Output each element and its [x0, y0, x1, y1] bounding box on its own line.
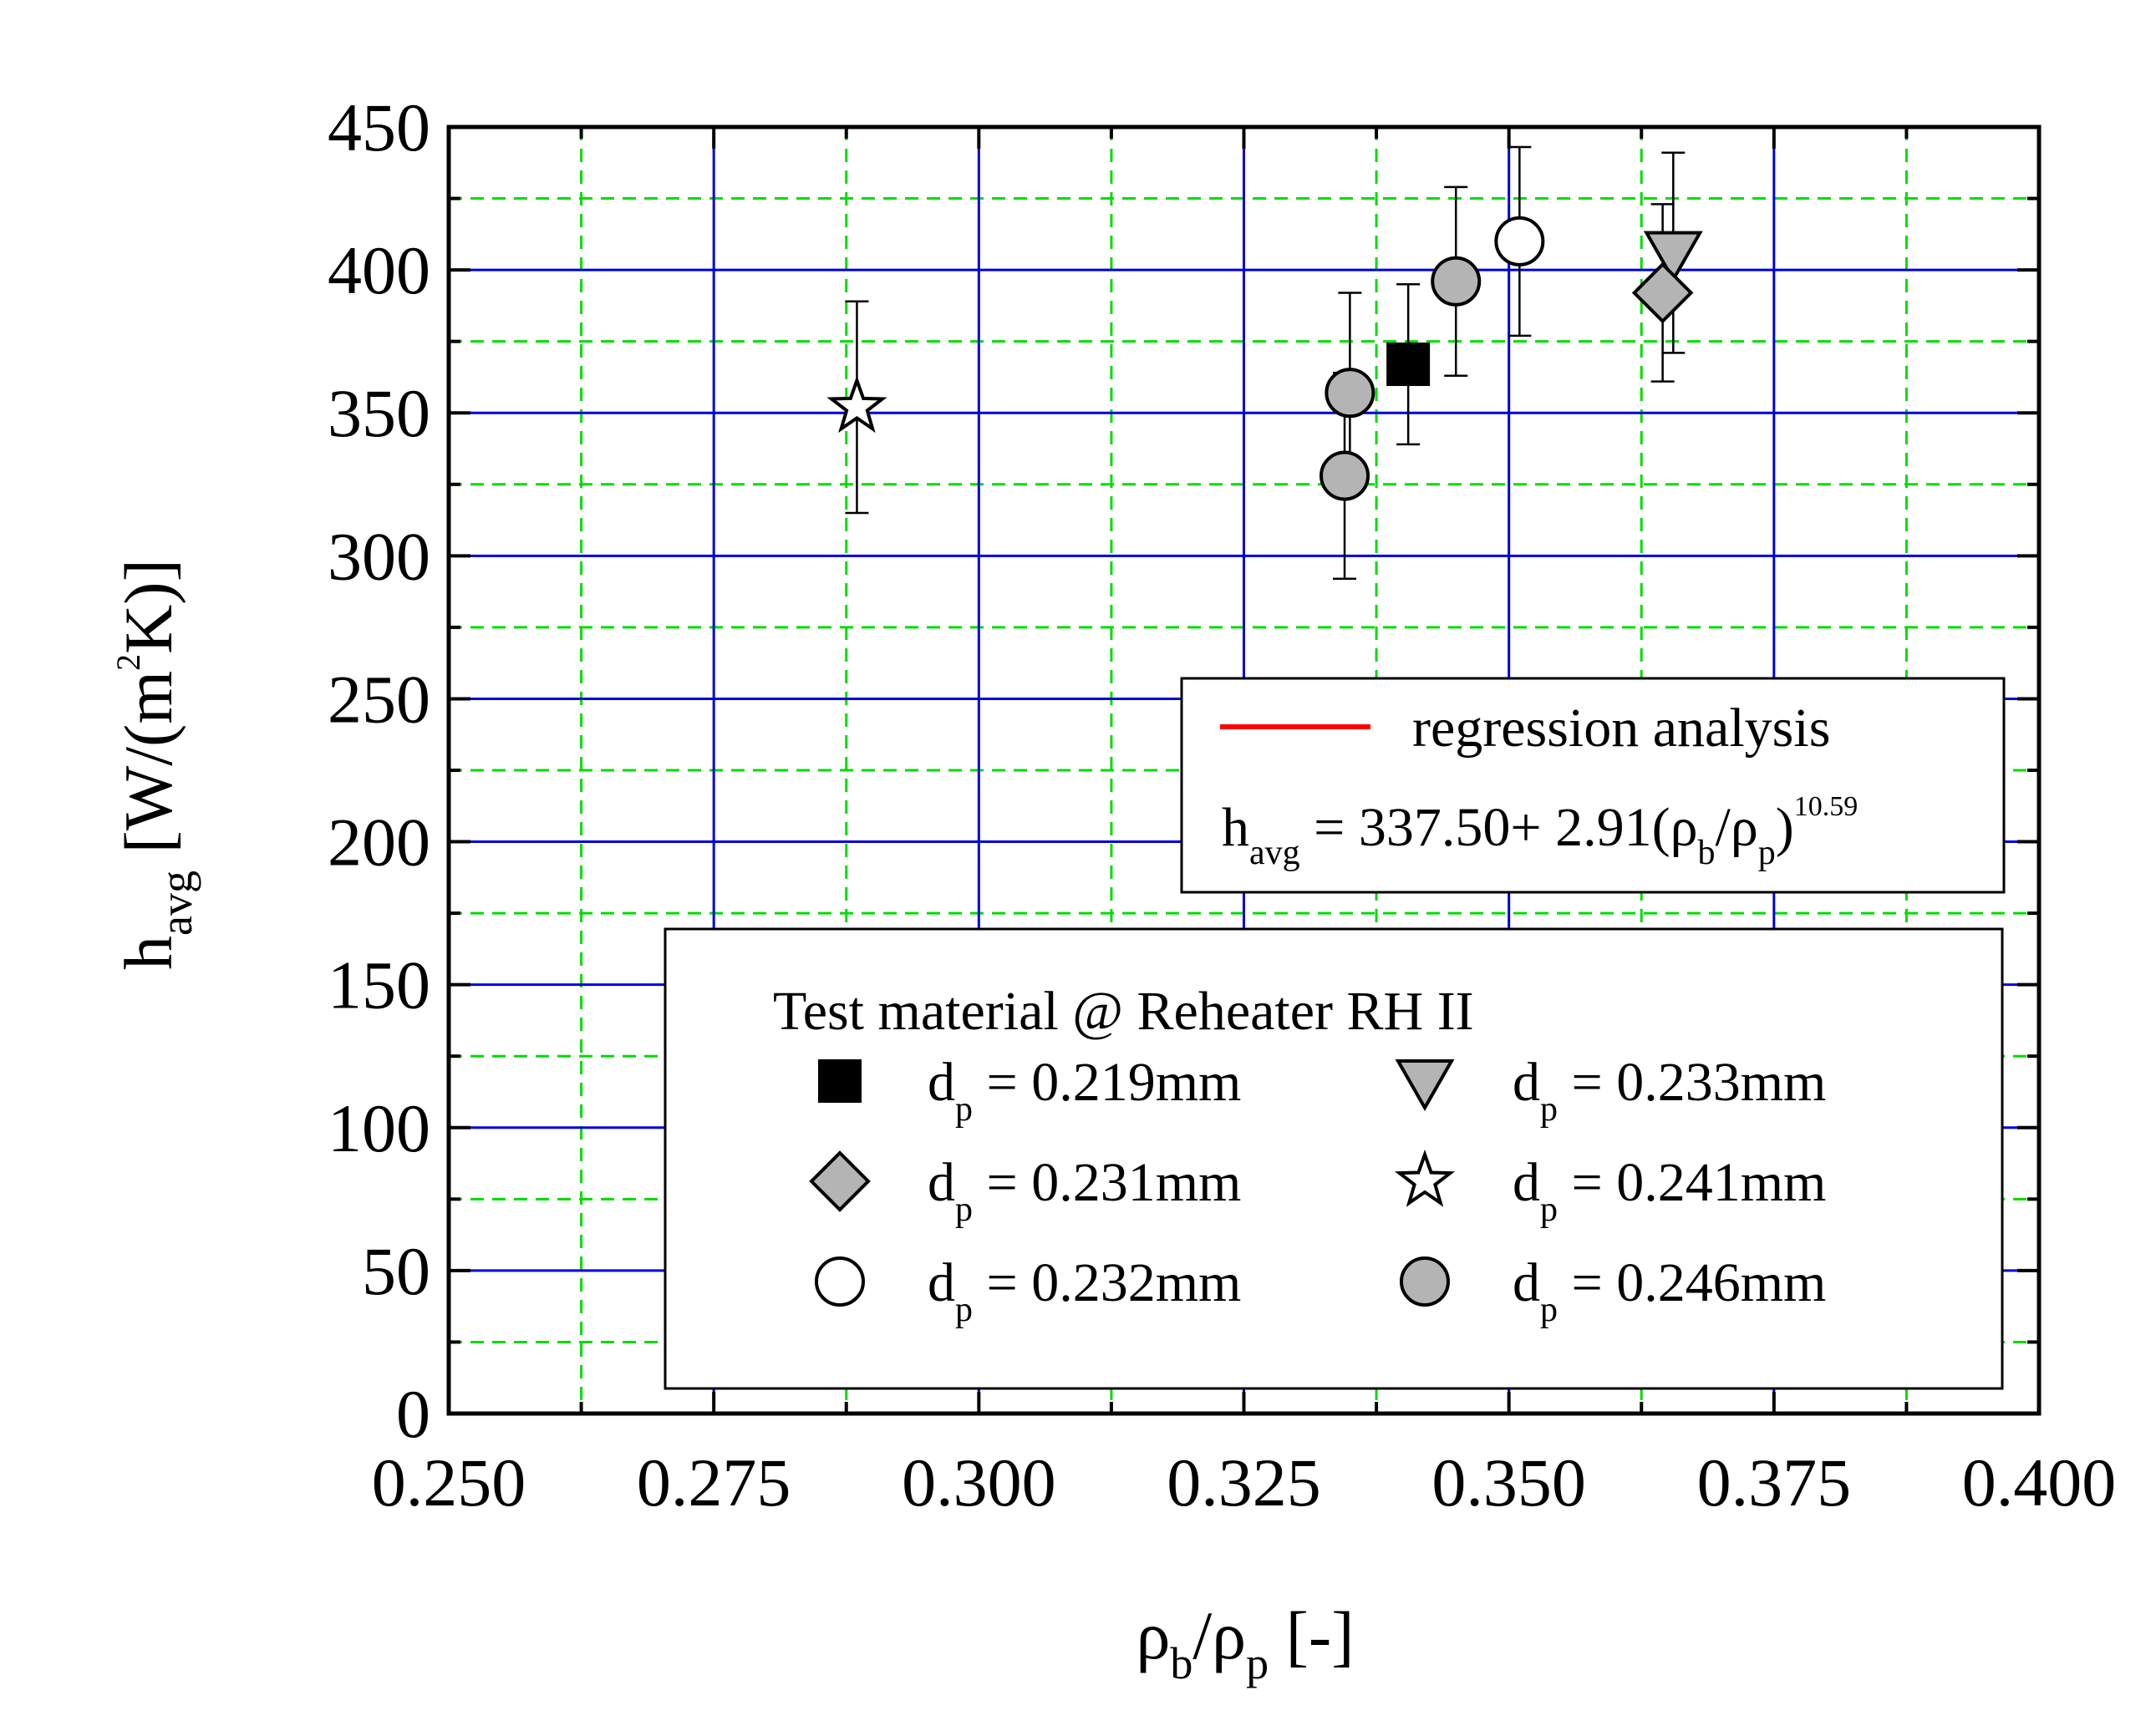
y-tick-label: 150 — [328, 947, 430, 1023]
legend-label: dp = 0.231mm — [928, 1152, 1241, 1229]
error-bars — [845, 145, 1686, 580]
x-tick-label: 0.325 — [1167, 1444, 1321, 1520]
y-tick-label: 350 — [328, 375, 430, 451]
x-tick-label: 0.350 — [1431, 1444, 1586, 1520]
legend-label-d: d — [1513, 1252, 1540, 1313]
y-tick-labels: 0 50 100 150 200 250 300 350 400 450 — [328, 89, 430, 1452]
regression-equation: havg = 337.50+ 2.91(ρb/ρp)10.59 — [1222, 791, 1858, 872]
x-tick-label: 0.375 — [1697, 1444, 1852, 1520]
data-point — [1386, 343, 1431, 387]
legend-label-sub: p — [955, 1090, 973, 1129]
x-tick-label: 0.400 — [1962, 1444, 2117, 1520]
legend-label-sub: p — [955, 1291, 973, 1329]
series-legend: Test material @ Reheater RH II dp = 0.21… — [664, 927, 2004, 1390]
legend-label-d: d — [928, 1152, 955, 1213]
data-point — [1431, 256, 1482, 307]
axis-ticks — [447, 125, 2041, 1415]
legend-label-value: = 0.246mm — [1558, 1252, 1826, 1313]
x-axis-title: ρb/ρp [-] — [1136, 1597, 1354, 1688]
legend-label: dp = 0.241mm — [1513, 1152, 1826, 1229]
legend-label-sub: p — [1540, 1190, 1558, 1229]
legend-label-value: = 0.241mm — [1558, 1152, 1826, 1213]
legend-label-d: d — [928, 1052, 955, 1113]
regression-legend-box — [1180, 677, 2006, 894]
y-tick-label: 450 — [328, 89, 430, 165]
data-point — [1631, 261, 1694, 324]
x-tick-label: 0.275 — [637, 1444, 791, 1520]
data-point — [826, 375, 887, 434]
y-tick-label: 200 — [328, 805, 430, 881]
regression-legend-label: regression analysis — [1412, 698, 1830, 759]
data-point — [1325, 368, 1375, 419]
legend-label: dp = 0.233mm — [1513, 1052, 1826, 1129]
legend-marker — [1395, 1059, 1455, 1112]
legend-label-value: = 0.233mm — [1558, 1052, 1826, 1113]
data-point — [1643, 231, 1703, 283]
legend-label-d: d — [1513, 1152, 1540, 1213]
legend-label-value: = 0.232mm — [973, 1252, 1241, 1313]
data-markers — [826, 216, 1703, 501]
legend-label: dp = 0.232mm — [928, 1252, 1241, 1329]
legend-marker — [1394, 1149, 1456, 1207]
legend-marker — [815, 1256, 865, 1307]
x-tick-labels: 0.250 0.275 0.300 0.325 0.350 0.375 0.400 — [372, 1444, 2117, 1520]
legend-marker — [1400, 1256, 1450, 1307]
y-tick-label: 400 — [328, 232, 430, 308]
legend-title: Test material @ Reheater RH II — [773, 981, 1474, 1042]
y-tick-label: 100 — [328, 1090, 430, 1166]
legend-label-value: = 0.219mm — [973, 1052, 1241, 1113]
regression-legend: regression analysis havg = 337.50+ 2.91(… — [1180, 677, 2006, 894]
series-legend-box — [664, 927, 2004, 1390]
y-tick-label: 50 — [362, 1233, 430, 1309]
y-tick-label: 250 — [328, 661, 430, 737]
legend-marker — [809, 1150, 871, 1212]
x-tick-label: 0.300 — [902, 1444, 1056, 1520]
legend-label-d: d — [1513, 1052, 1540, 1113]
data-point — [1320, 450, 1370, 501]
legend-label: dp = 0.246mm — [1513, 1252, 1826, 1329]
legend-label-sub: p — [1540, 1090, 1558, 1129]
legend-label-sub: p — [955, 1190, 973, 1229]
data-point — [1494, 216, 1545, 267]
y-tick-label: 300 — [328, 518, 430, 594]
legend-marker — [818, 1059, 862, 1103]
legend-label: dp = 0.219mm — [928, 1052, 1241, 1129]
y-tick-label: 0 — [396, 1376, 430, 1452]
legend-label-d: d — [928, 1252, 955, 1313]
legend-label-sub: p — [1540, 1291, 1558, 1329]
x-tick-label: 0.250 — [372, 1444, 526, 1520]
legend-label-value: = 0.231mm — [973, 1152, 1241, 1213]
y-axis-title: havg [W/(m2K)] — [109, 559, 201, 970]
